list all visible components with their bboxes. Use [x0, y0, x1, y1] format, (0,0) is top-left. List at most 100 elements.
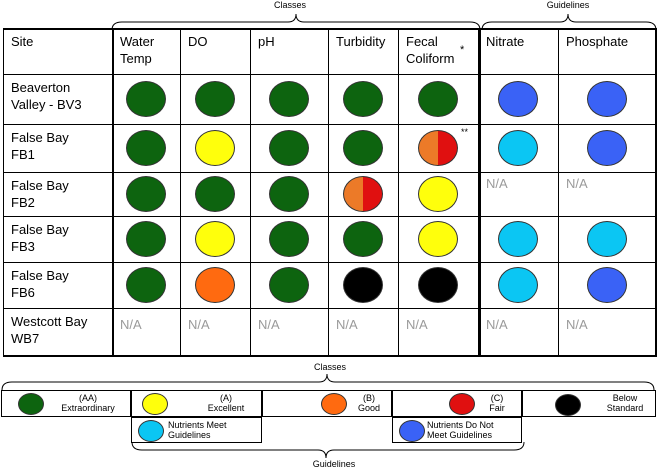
header-do: DO — [188, 33, 208, 50]
table-vline — [3, 28, 4, 357]
header-line: DO — [188, 34, 208, 49]
site-line: False Bay — [11, 178, 69, 193]
classes-brace — [111, 13, 481, 31]
site-label: False Bay FB3 — [11, 221, 69, 255]
legend-dot-aa — [18, 393, 44, 415]
legend-line: Nutrients Do Not — [427, 420, 494, 430]
status-dot-turbidity — [343, 176, 383, 212]
guidelines-brace-label: Guidelines — [546, 0, 590, 10]
legend-line: Extraordinary — [61, 403, 115, 413]
legend-item-notmeet: Nutrients Do Not Meet Guidelines — [392, 417, 522, 443]
status-dot-fecal — [418, 221, 458, 257]
status-dot-turbidity — [343, 130, 383, 166]
legend-dot-below — [555, 394, 581, 416]
table-vline — [328, 28, 329, 357]
site-line: Westcott Bay — [11, 314, 88, 329]
table-hline — [3, 28, 656, 30]
table-hline — [3, 74, 656, 75]
status-dot-fecal — [418, 176, 458, 212]
status-dot-do — [195, 130, 235, 166]
legend-dot-c — [449, 393, 475, 415]
na-do: N/A — [188, 317, 210, 332]
legend-text: (AA) Extraordinary — [48, 393, 128, 413]
status-dot-ph — [269, 221, 309, 257]
legend-item-aa: (AA) Extraordinary — [1, 390, 131, 417]
table-vline — [180, 28, 181, 357]
status-dot-phosphate — [586, 267, 627, 303]
legend-line: Excellent — [207, 403, 245, 413]
legend-dot-a — [142, 393, 168, 415]
legend-line: Fair — [489, 403, 505, 413]
legend-item-meet: Nutrients Meet Guidelines — [131, 417, 262, 443]
site-label: False Bay FB6 — [11, 267, 69, 301]
legend-item-b: (B) Good — [262, 390, 392, 417]
na-water-temp: N/A — [120, 317, 142, 332]
legend-line: Standard — [606, 403, 644, 413]
status-dot-water-temp — [126, 221, 166, 257]
legend: (AA) Extraordinary (A) Excellent (B) Good (C) F… — [0, 390, 658, 446]
site-label: Beaverton Valley - BV3 — [11, 79, 82, 113]
header-site: Site — [11, 33, 33, 50]
status-dot-ph — [269, 130, 309, 166]
na-phosphate: N/A — [566, 317, 588, 332]
na-turbidity: N/A — [336, 317, 358, 332]
classes-brace-label: Classes — [273, 0, 306, 10]
table-hline — [3, 308, 656, 309]
header-water-temp: Water Temp — [120, 33, 154, 67]
fecal-coliform-asterisk: * — [460, 44, 465, 56]
legend-text: (C) Fair — [477, 393, 517, 413]
status-dot-nitrate — [498, 130, 538, 166]
na-fecal: N/A — [406, 317, 428, 332]
status-dot-nitrate — [498, 267, 538, 303]
legend-text: Below Standard — [597, 393, 653, 413]
legend-guidelines-label: Guidelines — [312, 459, 356, 469]
legend-dot-b — [321, 393, 347, 415]
table-vline — [655, 28, 657, 357]
site-line: False Bay — [11, 130, 69, 145]
na-nitrate: N/A — [486, 176, 508, 191]
na-nitrate: N/A — [486, 317, 508, 332]
site-line: FB6 — [11, 285, 35, 300]
legend-line: (AA) — [79, 393, 97, 403]
status-dot-water-temp — [126, 176, 166, 212]
status-dot-nitrate — [498, 81, 538, 117]
legend-guidelines-brace — [131, 441, 525, 459]
header-ph: pH — [258, 33, 275, 50]
status-dot-do — [195, 221, 235, 257]
table-vline — [250, 28, 251, 357]
site-line: Valley - BV3 — [11, 97, 82, 112]
header-line: Nitrate — [486, 34, 525, 49]
status-dot-fecal — [418, 267, 458, 303]
legend-line: Good — [357, 403, 381, 413]
legend-item-c: (C) Fair — [392, 390, 522, 417]
legend-line: (C) — [490, 393, 504, 403]
status-dot-ph — [269, 176, 309, 212]
site-label: False Bay FB2 — [11, 177, 69, 211]
site-line: FB3 — [11, 239, 35, 254]
status-dot-fecal — [418, 130, 458, 166]
legend-dot-notmeet — [399, 420, 425, 442]
header-line: Phosphate — [566, 34, 629, 49]
status-dot-water-temp — [126, 81, 166, 117]
legend-text: (A) Excellent — [196, 393, 256, 413]
na-phosphate: N/A — [566, 176, 588, 191]
status-dot-phosphate — [586, 81, 627, 117]
legend-line: Below — [612, 393, 638, 403]
status-dot-fecal — [418, 81, 458, 117]
status-dot-phosphate — [586, 221, 627, 257]
status-dot-ph — [269, 267, 309, 303]
legend-line: (A) — [220, 393, 232, 403]
status-dot-nitrate — [498, 221, 538, 257]
legend-line: (B) — [363, 393, 375, 403]
na-ph: N/A — [258, 317, 280, 332]
table-hline — [3, 124, 656, 125]
header-line: Fecal — [406, 34, 438, 49]
table-hline — [3, 355, 656, 357]
site-label: Westcott Bay WB7 — [11, 313, 87, 347]
table-vline — [478, 28, 481, 357]
site-line: False Bay — [11, 222, 69, 237]
table-vline — [558, 28, 559, 357]
header-nitrate: Nitrate — [486, 33, 524, 50]
status-dot-turbidity — [343, 81, 383, 117]
header-phosphate: Phosphate — [566, 33, 628, 50]
